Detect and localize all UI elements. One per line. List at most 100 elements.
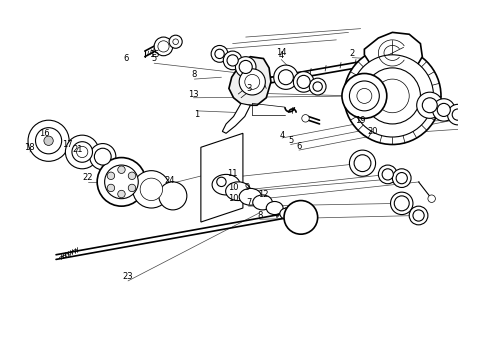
Ellipse shape [253, 195, 272, 210]
Ellipse shape [212, 174, 240, 195]
Circle shape [217, 177, 226, 186]
Circle shape [351, 55, 434, 137]
Polygon shape [201, 133, 243, 222]
Text: 11: 11 [227, 169, 238, 178]
Circle shape [128, 184, 136, 192]
Circle shape [302, 114, 309, 122]
Circle shape [313, 82, 322, 91]
Circle shape [357, 89, 372, 103]
Circle shape [422, 98, 437, 113]
Circle shape [437, 103, 450, 117]
Circle shape [140, 178, 163, 201]
Circle shape [118, 190, 125, 198]
Text: 6: 6 [123, 54, 129, 63]
Circle shape [118, 166, 125, 174]
Circle shape [44, 136, 53, 145]
Circle shape [158, 41, 169, 52]
Text: 4: 4 [279, 131, 285, 140]
Text: 8: 8 [192, 70, 197, 79]
Circle shape [378, 165, 397, 184]
Circle shape [447, 104, 468, 125]
Circle shape [452, 109, 464, 120]
Circle shape [392, 169, 411, 188]
Circle shape [159, 182, 187, 210]
Text: 15: 15 [149, 50, 159, 59]
Text: 1: 1 [195, 110, 200, 119]
Circle shape [235, 57, 256, 77]
Text: 8: 8 [257, 211, 263, 220]
Ellipse shape [280, 208, 294, 219]
Circle shape [394, 196, 409, 211]
Text: 20: 20 [368, 127, 378, 136]
Circle shape [245, 75, 260, 89]
Text: 17: 17 [62, 140, 73, 149]
Text: 7: 7 [246, 198, 251, 207]
Text: 2: 2 [349, 49, 355, 58]
Text: 3: 3 [247, 84, 252, 93]
Circle shape [396, 172, 407, 184]
Circle shape [391, 192, 413, 215]
Text: 10: 10 [228, 194, 239, 203]
Circle shape [133, 171, 170, 208]
Circle shape [413, 210, 424, 221]
Text: 22: 22 [83, 173, 93, 182]
Circle shape [97, 158, 146, 206]
Circle shape [128, 172, 136, 180]
Circle shape [107, 172, 115, 180]
Circle shape [464, 110, 482, 129]
Circle shape [309, 78, 326, 95]
Text: 12: 12 [258, 190, 269, 199]
Circle shape [481, 116, 490, 129]
Circle shape [344, 47, 441, 144]
Circle shape [428, 195, 436, 202]
Circle shape [90, 144, 116, 170]
Circle shape [227, 55, 238, 66]
Text: 19: 19 [355, 116, 366, 125]
Circle shape [154, 37, 173, 56]
Text: 10: 10 [228, 183, 239, 192]
Circle shape [173, 39, 178, 45]
Text: 14: 14 [276, 48, 287, 57]
Circle shape [72, 142, 93, 162]
Circle shape [297, 75, 310, 89]
Text: 6: 6 [296, 142, 302, 151]
Circle shape [28, 120, 69, 161]
Ellipse shape [225, 182, 251, 201]
Text: 4: 4 [279, 51, 284, 60]
Circle shape [239, 60, 252, 73]
Circle shape [409, 206, 428, 225]
Circle shape [433, 99, 455, 121]
Ellipse shape [239, 188, 262, 205]
Ellipse shape [266, 202, 283, 215]
Circle shape [467, 114, 478, 125]
Circle shape [65, 135, 99, 169]
Text: 16: 16 [40, 129, 50, 138]
Circle shape [105, 165, 138, 199]
Circle shape [169, 35, 182, 48]
Polygon shape [365, 32, 422, 73]
Circle shape [274, 65, 298, 89]
Polygon shape [222, 103, 250, 133]
Polygon shape [229, 57, 271, 105]
Circle shape [35, 128, 62, 154]
Text: 18: 18 [24, 143, 35, 152]
Circle shape [476, 111, 490, 133]
Circle shape [354, 155, 371, 172]
Circle shape [107, 184, 115, 192]
Text: 23: 23 [122, 272, 133, 281]
Circle shape [223, 51, 242, 70]
Circle shape [284, 201, 318, 234]
Circle shape [76, 147, 88, 158]
Circle shape [342, 73, 387, 118]
Circle shape [416, 92, 443, 118]
Circle shape [294, 72, 314, 92]
Text: 24: 24 [165, 176, 175, 185]
Circle shape [215, 49, 224, 59]
Text: 13: 13 [188, 90, 199, 99]
Circle shape [365, 68, 420, 124]
Text: 21: 21 [73, 145, 83, 154]
Circle shape [382, 169, 393, 180]
Circle shape [239, 69, 266, 95]
Text: 5: 5 [151, 54, 157, 63]
Circle shape [398, 199, 406, 207]
